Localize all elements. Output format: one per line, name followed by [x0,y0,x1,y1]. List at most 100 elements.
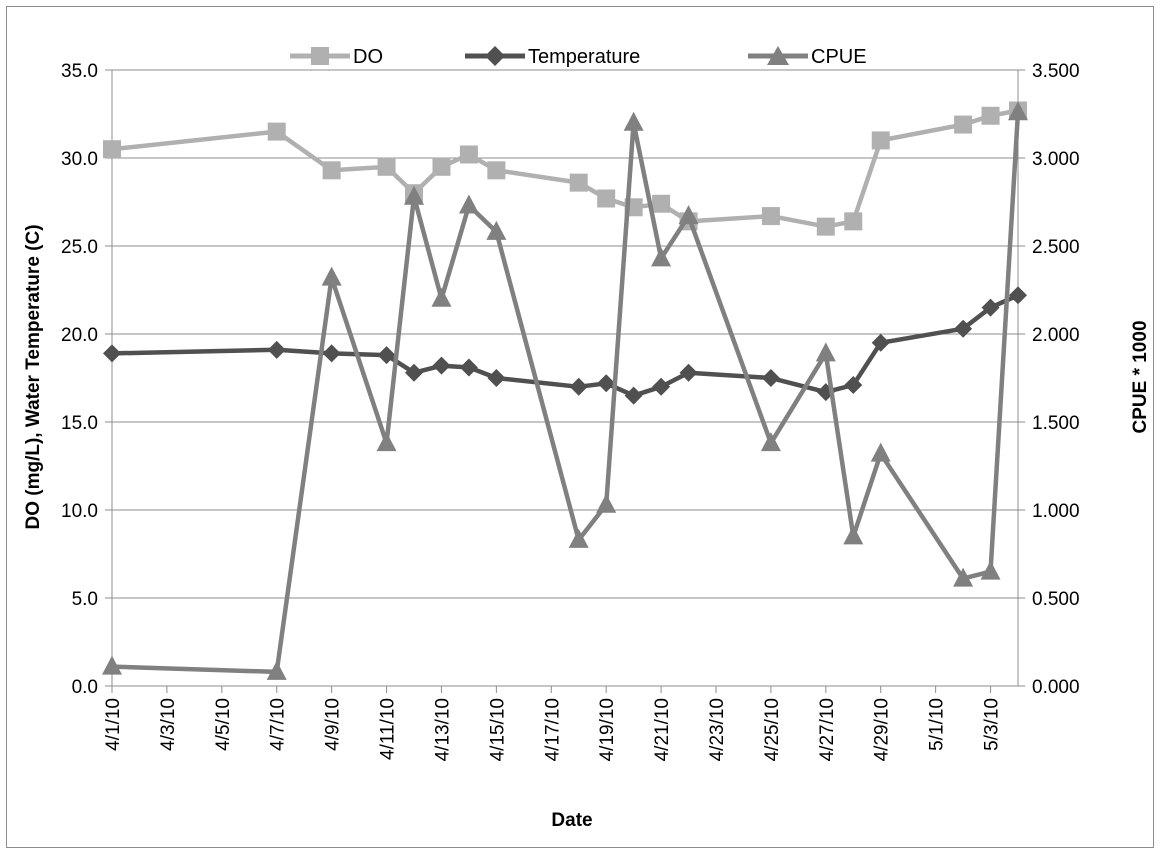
data-point-do [103,140,121,159]
chart-frame [6,6,1154,848]
x-tick-label: 4/25/10 [762,698,783,761]
data-point-cpue [651,247,672,267]
data-point-temperature [432,356,451,375]
legend-item-do: DO [290,46,383,68]
data-point-cpue [102,655,122,675]
data-point-do [267,122,286,141]
axis-labels: 0.0 0.000 5.0 0.500 10.0 1.000 15.0 1.500 20.0 2.… [61,61,1080,761]
data-point-do [652,194,671,213]
data-point-temperature [597,374,616,393]
data-point-do [487,161,506,180]
y-axis-left-title: DO (mg/L), Water Temperature (C) [23,224,44,529]
y-right-tick-label: 0.000 [1032,677,1080,698]
y-right-tick-label: 0.500 [1032,589,1080,610]
data-point-temperature [679,363,698,382]
data-point-do [597,189,616,208]
x-tick-label: 4/17/10 [542,698,563,761]
x-tick-label: 4/21/10 [652,698,673,761]
data-point-do [981,106,1000,125]
legend-item-temperature: Temperature [465,46,640,68]
data-point-do [871,131,890,150]
data-point-do [322,161,341,180]
y-left-tick-label: 30.0 [61,149,98,170]
y-right-tick-label: 2.500 [1032,237,1080,258]
y-axis-right-title: CPUE * 1000 [1130,320,1151,433]
data-point-cpue [980,560,1001,580]
legend-cpue-marker [767,46,789,65]
x-tick-label: 4/1/10 [103,698,124,751]
x-tick-label: 4/7/10 [268,698,289,751]
data-point-cpue [623,111,644,131]
y-left-tick-label: 5.0 [72,589,98,610]
legend-cpue-label: CPUE [811,46,867,68]
data-point-cpue [953,567,974,587]
y-right-tick-label: 3.000 [1032,149,1080,170]
y-left-tick-label: 10.0 [61,501,98,522]
y-left-tick-label: 35.0 [61,61,98,82]
gridlines [112,69,1018,599]
axes [105,69,1025,693]
x-tick-label: 4/29/10 [872,698,893,761]
y-left-tick-label: 25.0 [61,237,98,258]
data-point-do [954,115,973,134]
data-point-cpue [431,287,452,307]
legend-temperature-label: Temperature [528,46,640,68]
data-point-temperature [487,369,506,387]
data-point-cpue [568,528,589,548]
x-tick-label: 4/13/10 [432,698,453,761]
data-point-temperature [981,298,1000,317]
data-point-cpue [843,525,864,545]
data-point-cpue [266,660,287,680]
data-point-cpue [1008,101,1028,121]
data-point-do [432,157,451,176]
y-right-tick-label: 2.000 [1032,325,1080,346]
data-point-do [816,217,835,236]
data-point-temperature [103,344,121,363]
legend-do-label: DO [353,46,383,68]
series-line-do [111,108,1019,229]
data-point-do [569,173,588,192]
data-point-cpue [596,493,617,513]
data-point-temperature [871,333,890,352]
data-point-temperature [267,340,286,359]
x-axis-title: Date [551,810,592,831]
data-point-cpue [458,194,479,214]
data-point-cpue [870,442,891,462]
data-point-temperature [377,346,396,365]
data-point-temperature [652,377,671,396]
series-layer [102,101,1028,680]
data-point-cpue [404,185,424,205]
x-tick-label: 4/3/10 [158,698,179,751]
data-point-cpue [376,432,397,452]
x-tick-label: 5/3/10 [982,698,1003,751]
y-right-tick-label: 1.000 [1032,501,1080,522]
y-left-tick-label: 20.0 [61,325,98,346]
data-point-cpue [486,220,507,240]
data-point-do [844,212,863,231]
data-point-temperature [954,319,973,338]
data-point-temperature [761,369,780,387]
data-point-do [761,207,780,226]
x-tick-label: 4/27/10 [817,698,838,761]
y-right-tick-label: 1.500 [1032,413,1080,434]
data-point-temperature [405,363,423,382]
y-left-tick-label: 0.0 [72,677,98,698]
data-point-cpue [321,266,342,286]
data-point-temperature [569,377,588,396]
x-tick-label: 4/23/10 [707,698,728,761]
data-point-cpue [678,205,699,225]
legend: DO Temperature CPUE [290,46,867,68]
data-point-temperature [844,376,863,395]
data-point-temperature [624,386,643,405]
data-point-temperature [1009,286,1027,305]
series-line-cpue [111,112,1021,675]
x-tick-label: 4/15/10 [487,698,508,761]
data-point-temperature [322,344,341,363]
data-point-temperature [459,358,478,377]
data-point-cpue [815,342,836,362]
x-tick-label: 4/19/10 [597,698,618,761]
legend-item-cpue: CPUE [748,46,867,68]
legend-do-marker [311,47,329,65]
x-tick-label: 4/9/10 [323,698,344,751]
